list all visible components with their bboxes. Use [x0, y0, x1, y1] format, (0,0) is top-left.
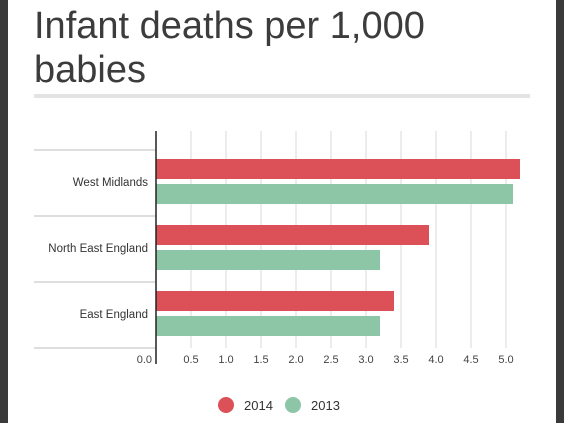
x-tick-label: 4.5 — [463, 354, 478, 366]
bar-2013-west-midlands — [156, 184, 513, 204]
bar-2013-east-england — [156, 316, 380, 336]
x-tick-label: 1.5 — [253, 354, 268, 366]
right-frame-edge — [556, 0, 564, 423]
x-tick-label: 2.0 — [288, 354, 303, 366]
bar-2014-north-east-england — [156, 225, 429, 245]
category-label: West Midlands — [73, 177, 148, 189]
legend-item-2014: 2014 — [218, 394, 273, 416]
left-frame-edge — [0, 0, 8, 423]
x-tick-label: 4.0 — [428, 354, 443, 366]
legend-swatch-2013 — [285, 397, 301, 413]
title-divider — [34, 94, 530, 98]
legend-label-2014: 2014 — [244, 397, 273, 413]
chart-title: Infant deaths per 1,000 babies — [34, 5, 425, 91]
x-tick-label: 5.0 — [498, 354, 513, 366]
x-tick-label: 0.5 — [183, 354, 198, 366]
legend-label-2013: 2013 — [311, 397, 340, 413]
legend-item-2013: 2013 — [285, 394, 340, 416]
bar-chart: West Midlands North East England East Engl… — [34, 131, 520, 366]
legend-swatch-2014 — [218, 397, 234, 413]
bar-2014-west-midlands — [156, 159, 520, 179]
category-label: North East England — [48, 243, 148, 255]
x-tick-label: 1.0 — [218, 354, 233, 366]
x-tick-label: 3.0 — [358, 354, 373, 366]
x-tick-label: 0.0 — [137, 354, 152, 366]
bar-2013-north-east-england — [156, 250, 380, 270]
bar-2014-east-england — [156, 291, 394, 311]
x-tick-label: 2.5 — [323, 354, 338, 366]
chart-legend: 2014 2013 — [0, 394, 564, 416]
category-label: East England — [80, 309, 148, 321]
x-tick-label: 3.5 — [393, 354, 408, 366]
